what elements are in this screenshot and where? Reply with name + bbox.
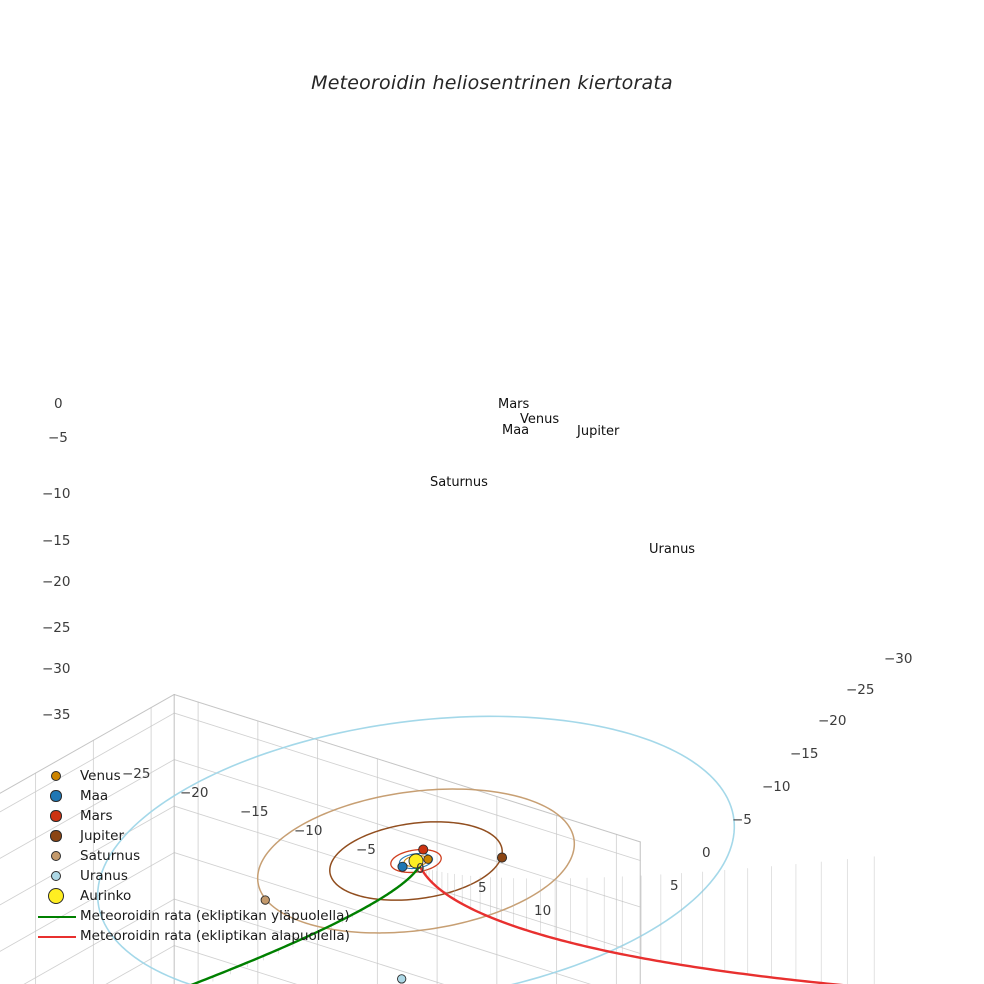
tick-label-x-0: −25: [122, 766, 151, 782]
tick-label-z-6: −30: [42, 661, 71, 677]
pane-grid-right-horizontal: [173, 898, 445, 984]
tick-label-z-2: −10: [42, 486, 71, 502]
orbit-jupiter: [329, 821, 503, 901]
page-title: Meteoroidin heliosentrinen kiertorata: [311, 72, 673, 94]
pane-grid-left-horizontal: [105, 945, 175, 984]
marker-maa: [397, 861, 408, 872]
plot-label-venus: Venus: [520, 412, 560, 427]
tick-label-x-2: −15: [240, 804, 269, 820]
legend-marker-uranus: [51, 871, 61, 881]
plot-label-saturnus: Saturnus: [430, 475, 488, 490]
legend-label-7[interactable]: Meteoroidin rata (ekliptikan yläpuolella…: [80, 908, 350, 924]
pane-grid-left-horizontal: [23, 898, 175, 984]
plot-label-jupiter: Jupiter: [577, 424, 620, 439]
legend-marker-venus: [51, 771, 61, 781]
legend-label-6[interactable]: Aurinko: [80, 888, 132, 904]
tick-label-y-6: −25: [846, 682, 875, 698]
tick-label-y-1: 0: [702, 845, 711, 861]
pane-grid-right-horizontal: [173, 759, 641, 908]
legend-label-5[interactable]: Uranus: [80, 868, 128, 884]
plot-label-maa: Maa: [502, 423, 530, 438]
pane-grid-left-horizontal: [0, 759, 175, 859]
tick-label-z-1: −5: [48, 430, 68, 446]
orbit-saturnus: [256, 788, 576, 934]
plot-label-uranus: Uranus: [649, 542, 696, 557]
tick-label-y-5: −20: [818, 713, 847, 729]
legend-line-swatch: [38, 916, 76, 918]
tick-label-z-5: −25: [42, 620, 71, 636]
tick-label-z-3: −15: [42, 533, 71, 549]
tick-label-x-1: −20: [180, 785, 209, 801]
legend-label-2[interactable]: Mars: [80, 808, 113, 824]
pane-grid-left-horizontal: [0, 712, 175, 813]
marker-jupiter: [496, 852, 508, 863]
tick-label-x-4: −5: [356, 842, 376, 858]
legend-marker-aurinko: [47, 887, 65, 905]
tick-label-z-7: −35: [42, 707, 71, 723]
marker-uranus: [397, 974, 407, 984]
legend-label-0[interactable]: Venus: [80, 768, 121, 784]
legend-marker-maa: [50, 790, 62, 802]
orbit-uranus: [96, 715, 736, 984]
legend-marker-saturnus: [51, 851, 61, 861]
tick-label-y-2: −5: [732, 812, 752, 828]
marker-aurinko: [408, 853, 424, 869]
tick-label-z-0: 0: [54, 396, 63, 412]
plot-label-mars: Mars: [498, 397, 530, 412]
tick-label-y-0: 5: [670, 878, 679, 894]
orbit-mars: [390, 848, 442, 874]
legend-marker-mars: [50, 810, 62, 822]
marker-venus: [423, 854, 433, 864]
axis-edge-top-back: [173, 693, 641, 843]
axis-edge-top-left: [0, 693, 175, 794]
meteoroid-path-below-ecliptic: [418, 866, 844, 984]
tick-label-y-3: −10: [762, 779, 791, 795]
tick-label-x-5: 0: [416, 861, 425, 877]
legend-label-8[interactable]: Meteoroidin rata (ekliptikan alapuolella…: [80, 928, 350, 944]
legend-label-4[interactable]: Saturnus: [80, 848, 141, 864]
meteoroid-path-above-ecliptic: [190, 866, 422, 984]
meteoroid-droplines-group: [194, 856, 875, 984]
pane-grid-right-horizontal: [173, 852, 592, 984]
legend-label-3[interactable]: Jupiter: [80, 828, 125, 844]
legend-label-1[interactable]: Maa: [80, 788, 109, 804]
tick-label-y-4: −15: [790, 746, 819, 762]
pane-grid-right-horizontal: [173, 945, 298, 984]
tick-label-y-7: −30: [884, 651, 913, 667]
legend-line-swatch: [38, 936, 76, 938]
tick-label-x-3: −10: [294, 823, 323, 839]
body-markers-group: [260, 844, 508, 984]
legend-marker-jupiter: [50, 830, 62, 842]
marker-saturnus: [260, 895, 270, 905]
tick-label-x-7: 10: [534, 903, 552, 919]
marker-mars: [418, 844, 429, 855]
pane-grid-right-horizontal: [173, 712, 641, 861]
meteoroid-trajectory-group: [190, 866, 844, 984]
pane-grid-left-horizontal: [0, 805, 175, 906]
pane-grid-left-horizontal: [0, 852, 175, 952]
tick-label-x-6: 5: [478, 880, 487, 896]
tick-label-z-4: −20: [42, 574, 71, 590]
